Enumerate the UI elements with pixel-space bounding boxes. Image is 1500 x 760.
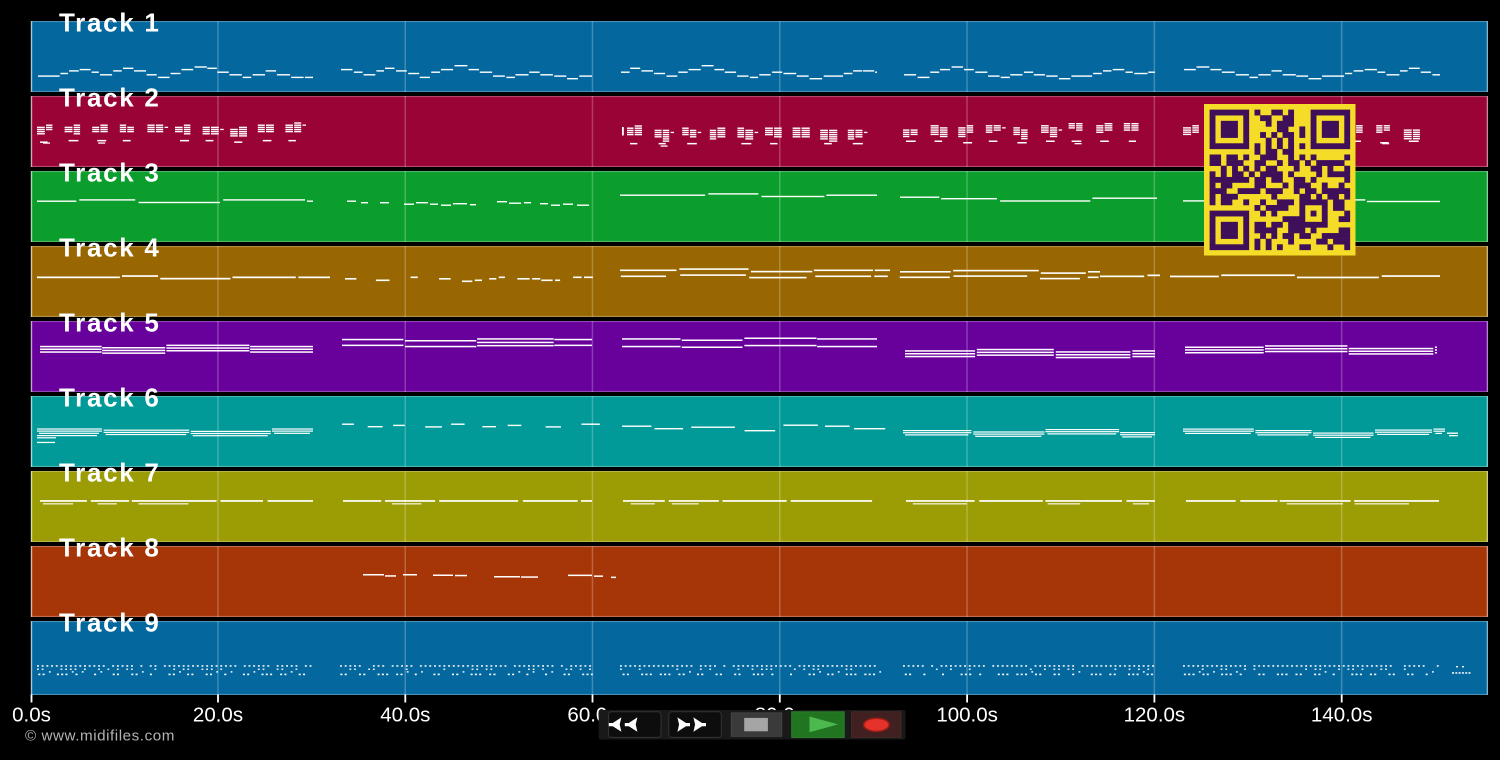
svg-text:Track 3: Track 3: [59, 157, 161, 187]
svg-text:Track 7: Track 7: [59, 457, 161, 487]
svg-text:100.0s: 100.0s: [936, 704, 998, 727]
svg-text:0.0s: 0.0s: [12, 704, 51, 727]
svg-text:Track 1: Track 1: [59, 7, 161, 37]
svg-text:20.0s: 20.0s: [193, 704, 243, 727]
svg-text:Track 9: Track 9: [59, 607, 161, 637]
svg-text:Track 5: Track 5: [59, 307, 161, 337]
svg-text:Track 6: Track 6: [59, 382, 161, 412]
svg-text:120.0s: 120.0s: [1124, 704, 1186, 727]
svg-text:Track 4: Track 4: [59, 232, 161, 262]
svg-text:40.0s: 40.0s: [380, 704, 430, 727]
svg-text:© www.midifiles.com: © www.midifiles.com: [25, 728, 175, 745]
svg-text:Track 2: Track 2: [59, 82, 161, 112]
svg-text:140.0s: 140.0s: [1311, 704, 1373, 727]
svg-text:Track 8: Track 8: [59, 532, 161, 562]
